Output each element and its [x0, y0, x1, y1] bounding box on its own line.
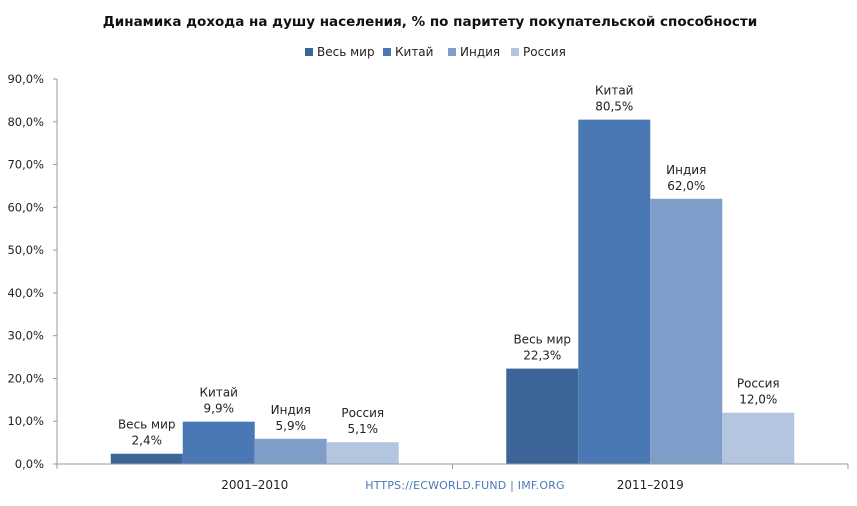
bars: [110, 119, 795, 464]
y-tick-label: 90,0%: [7, 72, 44, 86]
legend-swatch: [383, 48, 391, 56]
chart-title: Динамика дохода на душу населения, % по …: [103, 14, 757, 30]
legend-swatch: [511, 48, 519, 56]
source-note: HTTPS://ECWORLD.FUND | IMF.ORG: [365, 479, 565, 492]
y-tick-label: 10,0%: [7, 414, 44, 428]
data-label-series: Весь мир: [118, 418, 176, 432]
data-label-series: Китай: [200, 386, 238, 400]
legend-label: Китай: [395, 45, 433, 59]
data-labels: Весь мир 2,4% Китай 9,9% Индия 5,9% Россия 5,1%…: [118, 84, 780, 448]
data-label-value: 80,5%: [595, 100, 633, 114]
bar: [506, 368, 579, 464]
y-tick-label: 0,0%: [15, 457, 44, 471]
bar: [110, 453, 183, 464]
legend-swatch: [305, 48, 313, 56]
bar: [578, 119, 651, 464]
y-tick-label: 40,0%: [7, 286, 44, 300]
legend-label: Весь мир: [317, 45, 375, 59]
data-label-value: 12,0%: [739, 393, 777, 407]
data-label-value: 5,1%: [348, 422, 379, 436]
bar: [254, 438, 327, 464]
x-category-label: 2011–2019: [617, 478, 684, 492]
data-label-series: Китай: [595, 84, 633, 98]
data-label-value: 5,9%: [276, 419, 307, 433]
data-label-value: 22,3%: [523, 349, 561, 363]
data-label-value: 2,4%: [132, 434, 163, 448]
bar: [182, 421, 255, 464]
y-tick-label: 30,0%: [7, 329, 44, 343]
bar: [326, 442, 399, 464]
legend-label: Индия: [460, 45, 500, 59]
bar: [650, 198, 723, 464]
x-category-label: 2001–2010: [221, 478, 288, 492]
data-label-series: Весь мир: [513, 333, 571, 347]
data-label-value: 9,9%: [204, 402, 235, 416]
y-tick-label: 80,0%: [7, 115, 44, 129]
data-label-value: 62,0%: [667, 179, 705, 193]
y-tick-label: 50,0%: [7, 243, 44, 257]
legend-label: Россия: [523, 45, 566, 59]
y-tick-label: 70,0%: [7, 158, 44, 172]
bar: [722, 412, 795, 464]
data-label-series: Россия: [737, 377, 780, 391]
legend-swatch: [448, 48, 456, 56]
x-axis: 2001–2010 2011–2019: [56, 463, 849, 492]
data-label-series: Индия: [271, 403, 311, 417]
y-tick-label: 20,0%: [7, 371, 44, 385]
y-tick-label: 60,0%: [7, 200, 44, 214]
data-label-series: Индия: [666, 163, 706, 177]
data-label-series: Россия: [341, 406, 384, 420]
legend: Весь мир Китай Индия Россия: [305, 45, 566, 59]
y-axis: 0,0% 10,0% 20,0% 30,0% 40,0% 50,0% 60,0% 70,0% 8…: [7, 72, 58, 471]
